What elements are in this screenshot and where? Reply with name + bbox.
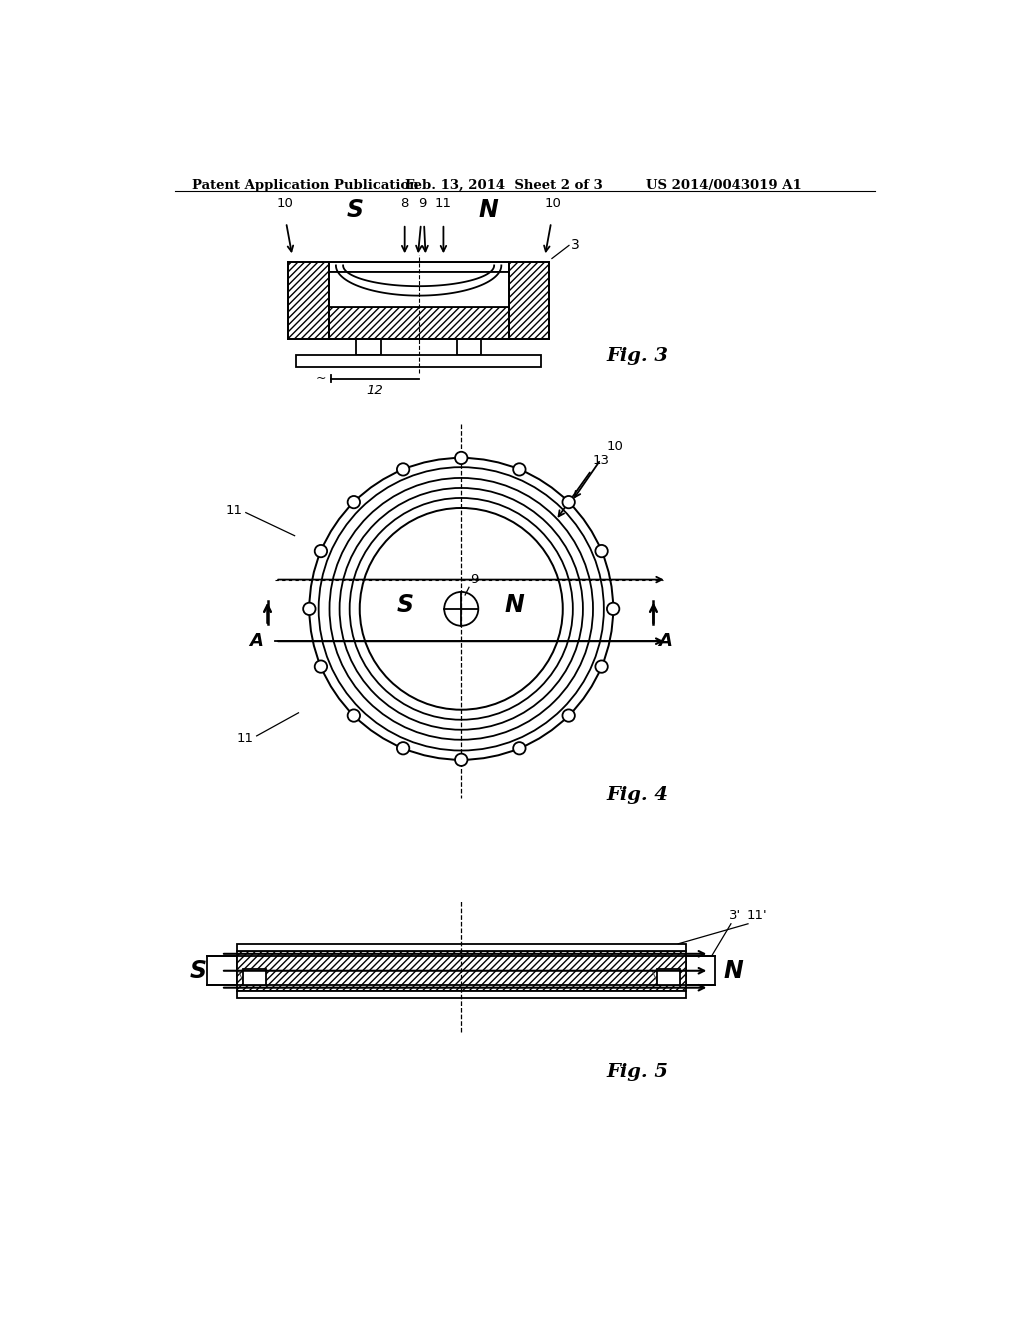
Bar: [329, 263, 509, 272]
Text: Fig. 5: Fig. 5: [607, 1063, 669, 1081]
Bar: [509, 263, 549, 339]
Text: 10: 10: [545, 197, 561, 210]
Text: A: A: [658, 632, 672, 651]
Text: S: S: [397, 593, 414, 616]
Text: 9: 9: [471, 573, 479, 586]
Text: 10: 10: [276, 197, 293, 210]
Text: 13: 13: [593, 454, 610, 467]
Circle shape: [314, 545, 327, 557]
Text: 3: 3: [570, 239, 580, 252]
Circle shape: [562, 709, 574, 722]
Text: Feb. 13, 2014  Sheet 2 of 3: Feb. 13, 2014 Sheet 2 of 3: [406, 180, 603, 193]
Bar: [237, 944, 686, 950]
Text: N: N: [504, 593, 524, 616]
Text: N: N: [723, 958, 743, 983]
Text: 3': 3': [729, 909, 741, 923]
Text: N: N: [478, 198, 499, 222]
Text: 9: 9: [419, 197, 427, 210]
Bar: [686, 956, 716, 985]
Circle shape: [347, 709, 360, 722]
Text: 11: 11: [225, 504, 243, 517]
Text: ~: ~: [315, 372, 327, 385]
Circle shape: [455, 451, 467, 465]
Bar: [296, 355, 541, 367]
Bar: [457, 339, 481, 355]
Text: Patent Application Publication: Patent Application Publication: [191, 180, 418, 193]
Text: 8: 8: [400, 197, 409, 210]
Bar: [237, 991, 686, 998]
Text: 11: 11: [237, 731, 254, 744]
Bar: [237, 950, 686, 991]
Circle shape: [397, 463, 410, 475]
Circle shape: [303, 603, 315, 615]
Bar: [329, 308, 509, 339]
Text: US 2014/0043019 A1: US 2014/0043019 A1: [646, 180, 802, 193]
Text: 12: 12: [367, 384, 383, 397]
Circle shape: [513, 742, 525, 755]
Circle shape: [595, 545, 608, 557]
Bar: [243, 969, 266, 985]
Bar: [289, 263, 329, 339]
Circle shape: [455, 754, 467, 766]
Circle shape: [314, 660, 327, 673]
Text: S: S: [346, 198, 364, 222]
Circle shape: [397, 742, 410, 755]
Text: 11': 11': [746, 909, 767, 923]
Circle shape: [607, 603, 620, 615]
Text: S: S: [190, 958, 207, 983]
Circle shape: [513, 463, 525, 475]
Text: Fig. 3: Fig. 3: [607, 347, 669, 366]
Bar: [656, 969, 680, 985]
Text: 11: 11: [435, 197, 452, 210]
Bar: [207, 956, 237, 985]
Circle shape: [595, 660, 608, 673]
Bar: [356, 339, 381, 355]
Text: Fig. 4: Fig. 4: [607, 785, 669, 804]
Bar: [329, 272, 509, 308]
Text: A: A: [249, 632, 263, 651]
Text: 10: 10: [607, 441, 624, 453]
Circle shape: [562, 496, 574, 508]
Circle shape: [347, 496, 360, 508]
